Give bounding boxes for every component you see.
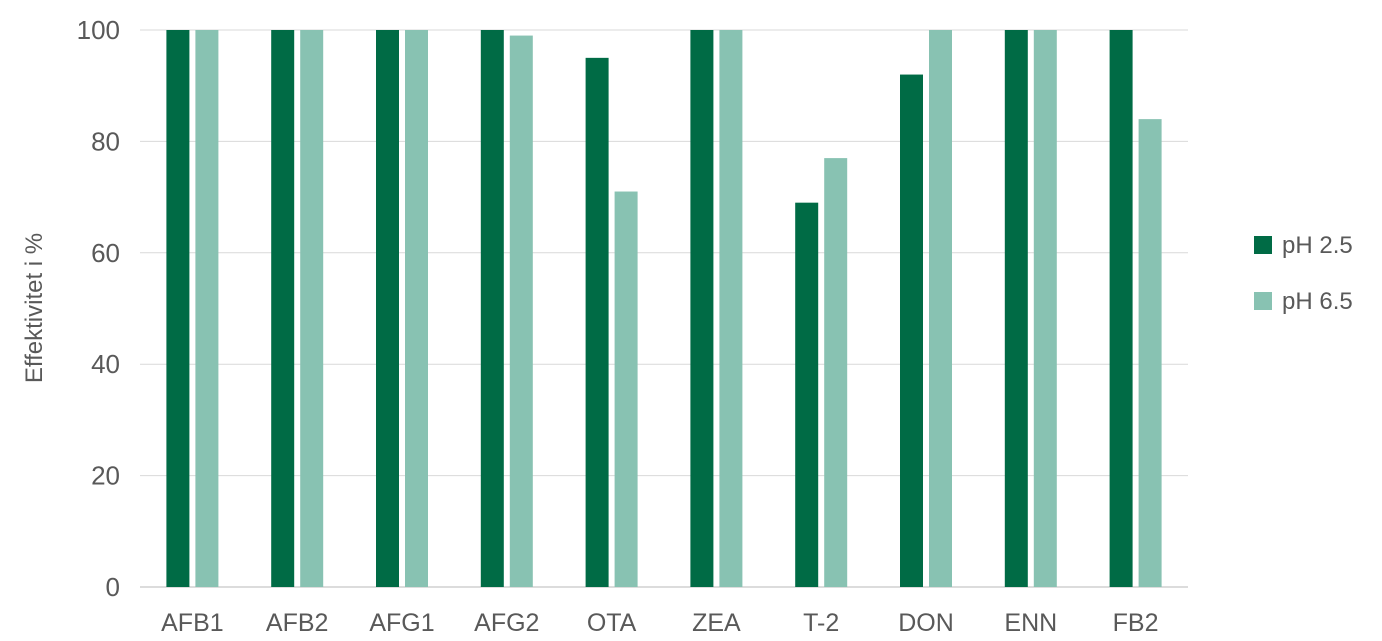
x-tick-label: ENN — [1004, 609, 1057, 637]
bar-don-series-1 — [900, 74, 923, 587]
bar-enn-series-2 — [1033, 30, 1057, 587]
gridlines — [140, 29, 1188, 588]
y-tick-label: 40 — [91, 349, 120, 379]
bar-ota-series-2 — [614, 191, 638, 587]
x-tick-label: T-2 — [803, 609, 839, 637]
legend-label-ph25: pH 2.5 — [1282, 232, 1353, 259]
bar-afb1-series-2 — [195, 30, 219, 587]
y-tick-label: 100 — [77, 15, 120, 45]
x-tick-label: OTA — [587, 609, 637, 637]
legend-swatch-ph25 — [1254, 236, 1272, 254]
bar-t-2-series-1 — [795, 202, 819, 588]
bar-don-series-2 — [929, 30, 952, 587]
bar-zea-series-2 — [719, 30, 743, 587]
x-tick-label: FB2 — [1113, 609, 1159, 637]
x-tick-label: AFB1 — [161, 609, 224, 637]
x-tick-label: ZEA — [692, 609, 741, 637]
y-axis-ticks: 0 20 40 60 80 100 — [77, 15, 120, 602]
bar-afg1-series-2 — [405, 30, 428, 587]
bar-afb1-series-1 — [166, 30, 190, 587]
bar-afg2-series-1 — [480, 30, 504, 587]
bars — [166, 30, 1162, 588]
legend: pH 2.5 pH 6.5 — [1254, 232, 1353, 315]
bar-afg1-series-1 — [376, 30, 399, 587]
bar-fb2-series-2 — [1138, 119, 1162, 588]
y-tick-label: 20 — [91, 461, 120, 491]
bar-afb2-series-1 — [271, 30, 295, 587]
bar-fb2-series-1 — [1109, 30, 1133, 587]
legend-label-ph65: pH 6.5 — [1282, 288, 1353, 315]
x-axis-ticks: AFB1 AFB2 AFG1 AFG2 OTA ZEA T-2 DON ENN FB2 — [161, 609, 1158, 637]
x-tick-label: AFG2 — [474, 609, 539, 637]
bar-t-2-series-2 — [824, 158, 848, 588]
y-axis-label: Effektivitet i % — [21, 233, 48, 383]
x-tick-label: AFG1 — [369, 609, 434, 637]
y-tick-label: 60 — [91, 238, 120, 268]
x-tick-label: DON — [898, 609, 954, 637]
legend-swatch-ph65 — [1254, 292, 1272, 310]
y-tick-label: 80 — [91, 126, 120, 156]
bar-afg2-series-2 — [509, 35, 533, 587]
x-tick-label: AFB2 — [266, 609, 329, 637]
bar-ota-series-1 — [585, 57, 609, 588]
y-tick-label: 0 — [106, 572, 120, 602]
bar-zea-series-1 — [690, 30, 714, 587]
bar-afb2-series-2 — [300, 30, 324, 587]
bar-enn-series-1 — [1004, 30, 1028, 587]
